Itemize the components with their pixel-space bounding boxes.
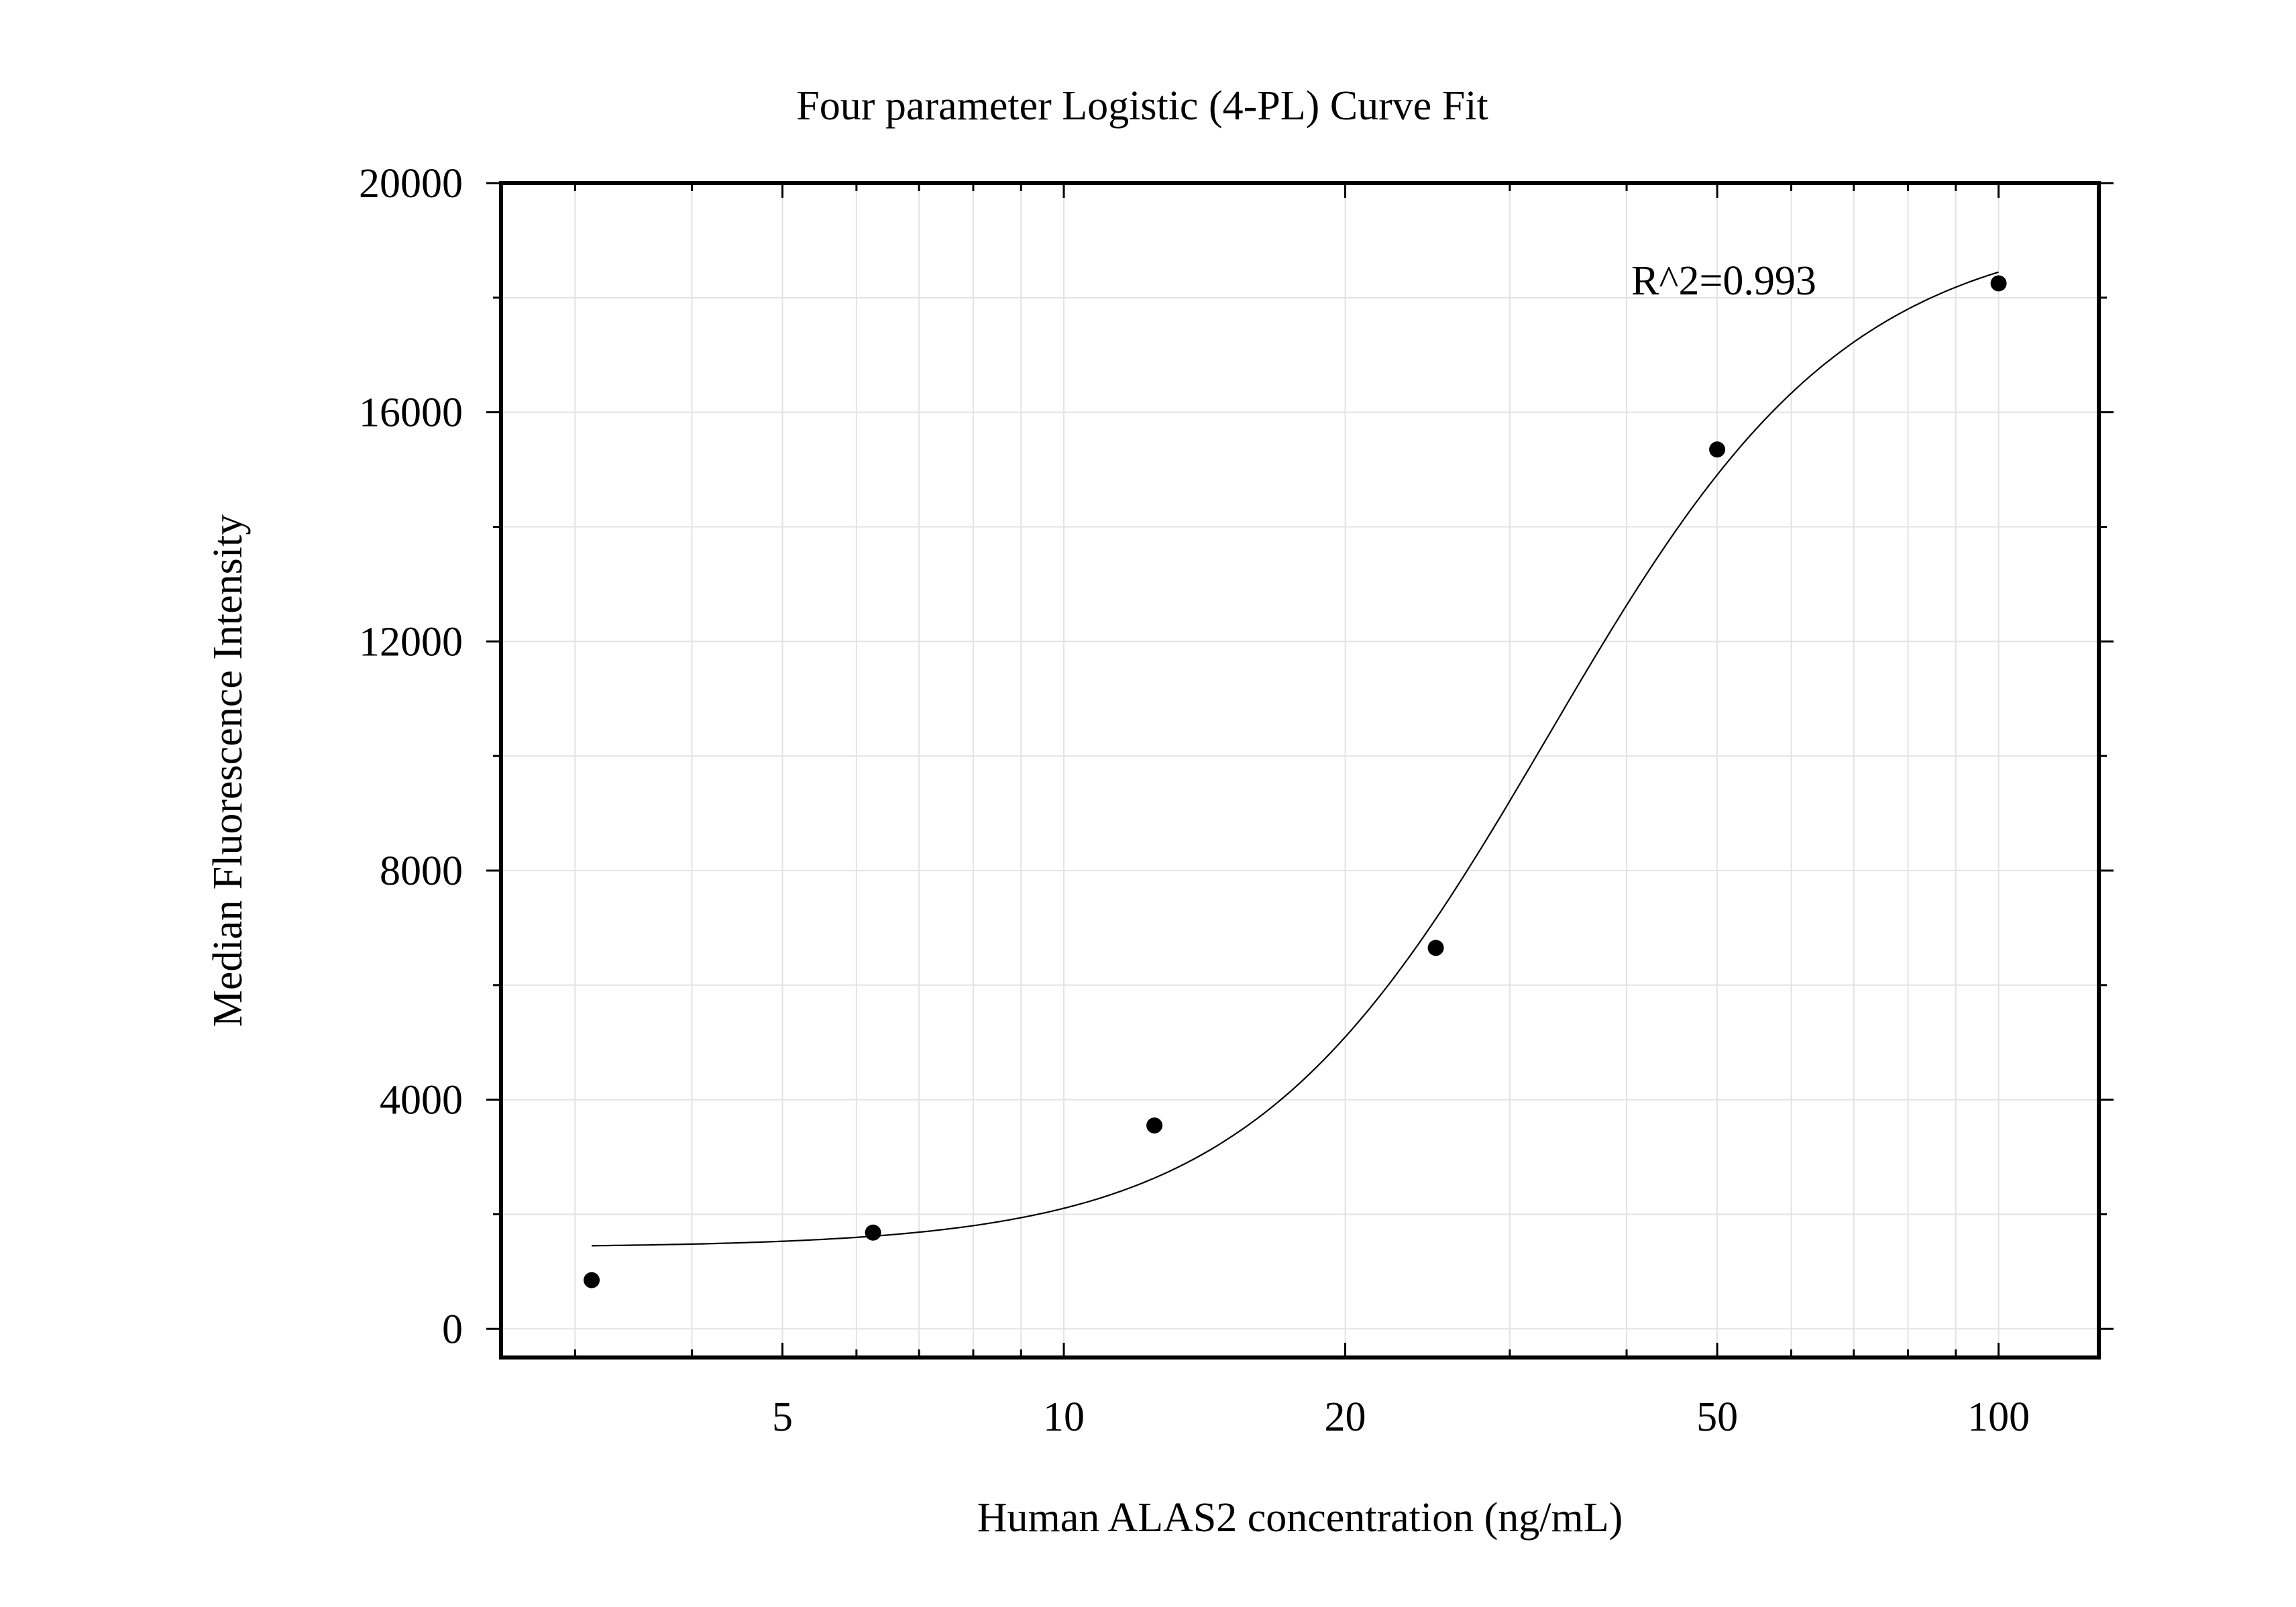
data-point xyxy=(1709,441,1726,458)
r-squared-annotation: R^2=0.993 xyxy=(1631,258,1816,304)
data-point xyxy=(1427,940,1444,956)
y-tick-label: 4000 xyxy=(380,1078,463,1123)
data-point xyxy=(1990,275,2007,292)
x-tick-label: 10 xyxy=(1043,1394,1085,1440)
y-tick-label: 20000 xyxy=(359,161,463,207)
chart-title: Four parameter Logistic (4-PL) Curve Fit xyxy=(796,83,1488,129)
plot-frame xyxy=(499,181,2101,1360)
grid-lines xyxy=(501,183,2099,1357)
data-point xyxy=(584,1272,600,1288)
data-points xyxy=(584,275,2007,1288)
data-point xyxy=(865,1224,881,1241)
y-tick-label: 12000 xyxy=(359,619,463,665)
y-tick-label: 0 xyxy=(442,1307,463,1352)
x-axis-label: Human ALAS2 concentration (ng/mL) xyxy=(977,1495,1623,1541)
y-axis-label: Median Fluorescence Intensity xyxy=(205,514,251,1027)
x-tick-label: 20 xyxy=(1325,1394,1366,1440)
x-tick-label: 5 xyxy=(772,1394,793,1440)
y-tick-label: 8000 xyxy=(380,848,463,894)
tick-labels: 5 10 20 50 100 0 4000 8000 12000 16000 20000 xyxy=(359,161,2030,1440)
y-tick-label: 16000 xyxy=(359,390,463,436)
x-tick-label: 100 xyxy=(1967,1394,2030,1440)
x-tick-label: 50 xyxy=(1696,1394,1738,1440)
fit-curve xyxy=(592,271,1999,1247)
axis-ticks xyxy=(486,182,2114,1357)
data-point xyxy=(1146,1117,1163,1134)
